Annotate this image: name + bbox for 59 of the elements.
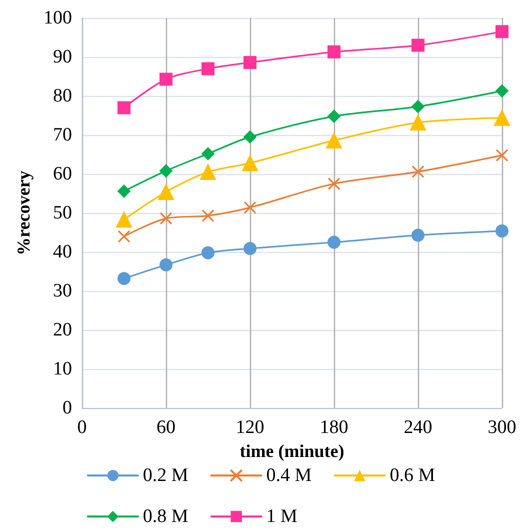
y-tick-label: 40 [53,242,72,262]
legend-label: 1 M [266,506,298,527]
point [244,242,256,255]
x-tick-label: 180 [320,417,348,438]
point [328,236,340,249]
point [118,184,130,198]
point [202,147,214,160]
legend-label: 0.4 M [266,465,312,486]
point [160,212,172,225]
legend-label: 0.8 M [142,506,188,527]
point [202,62,214,76]
point [326,132,342,148]
point [118,230,130,243]
y-axis-title: %recovery [14,170,34,256]
point [202,209,214,222]
point [244,130,256,144]
y-tick-label: 30 [53,280,72,302]
point [158,184,174,200]
point [412,165,424,178]
point [200,164,216,180]
point [328,110,340,123]
point [160,164,172,178]
point [412,38,424,52]
y-tick-label: 80 [53,86,72,106]
point [160,72,172,86]
point [412,228,424,242]
legend-label: 0.2 M [142,465,188,486]
point [118,272,130,286]
point [328,177,340,190]
x-tick-label: 240 [404,417,432,438]
point [412,100,424,114]
legend-label: 0.6 M [390,465,436,486]
y-tick-label: 50 [53,202,72,224]
y-tick-label: 90 [53,46,72,68]
x-tick-label: 120 [236,417,264,438]
y-tick-label: 70 [53,124,72,146]
point [410,114,426,131]
point [244,56,256,69]
y-tick-label: 10 [53,358,72,380]
y-tick-label: 20 [53,320,72,340]
point [496,224,508,238]
point [496,148,508,162]
point [328,45,340,58]
x-tick-label: 60 [156,417,176,438]
y-tick-label: 100 [44,8,72,28]
x-tick-label: 0 [77,417,87,438]
point [202,246,214,260]
x-tick-label: 300 [488,417,516,438]
point [496,25,508,38]
y-tick-label: 0 [62,398,72,418]
y-tick-label: 60 [53,164,72,184]
point [160,258,172,272]
x-axis-title: time (minute) [240,440,344,461]
point [118,101,130,114]
point [244,201,256,214]
point [494,110,510,126]
point [116,212,132,228]
point [242,155,258,172]
point [496,84,508,98]
